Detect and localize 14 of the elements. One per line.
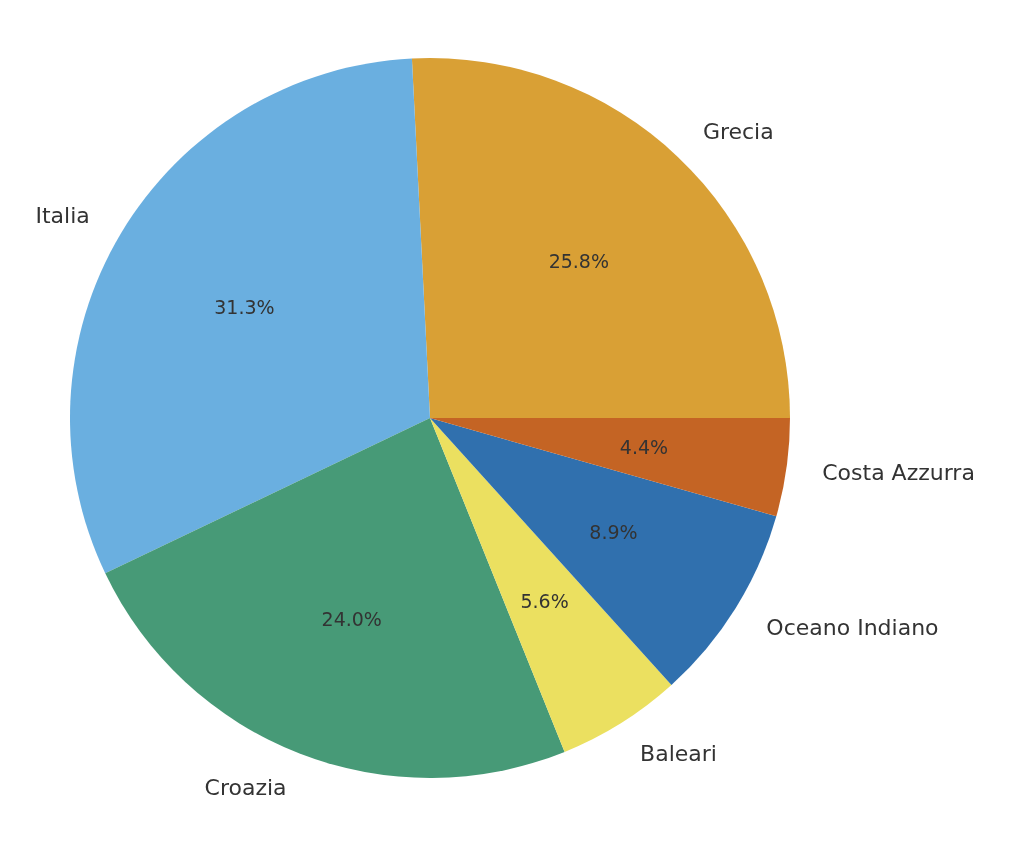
- data-label: 5.6%: [520, 589, 569, 612]
- data-label: 31.3%: [214, 296, 275, 319]
- data-label: 24.0%: [321, 607, 382, 630]
- data-label: 4.4%: [619, 436, 669, 459]
- slice-label: Italia: [35, 203, 90, 229]
- slice-label: Costa Azzurra: [822, 460, 975, 486]
- pie-slice: [411, 58, 790, 418]
- data-label: 8.9%: [589, 520, 638, 543]
- pie-slice: [430, 418, 790, 517]
- slice-label: Oceano Indiano: [766, 614, 939, 640]
- slice-label: Baleari: [640, 741, 717, 767]
- slice-label: Grecia: [702, 118, 774, 144]
- slice-label: Croazia: [204, 774, 287, 800]
- data-label: 25.8%: [548, 250, 610, 273]
